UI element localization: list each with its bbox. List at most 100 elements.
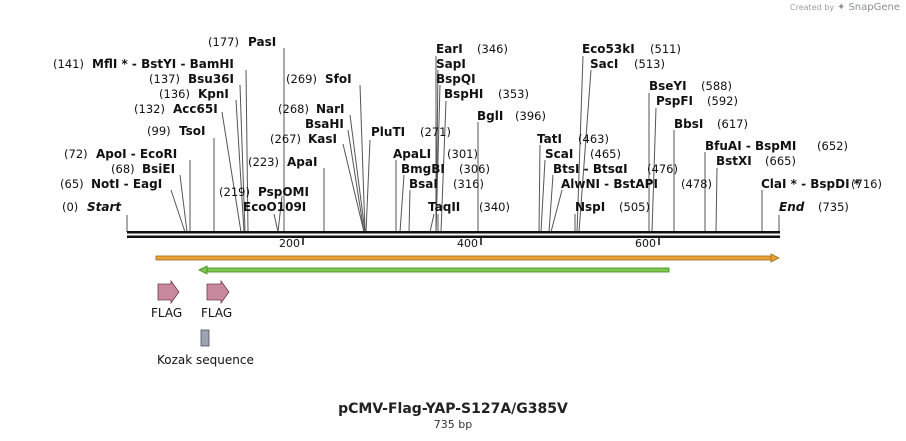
cut-line-scai xyxy=(540,159,546,233)
end-position: (735) xyxy=(818,200,849,214)
enzyme-pasi[interactable]: PasI xyxy=(248,35,276,49)
enzyme-bsiei[interactable]: BsiEI xyxy=(142,162,175,176)
enzyme-eco53ki[interactable]: Eco53kI xyxy=(582,42,635,56)
enzyme-bfuai-bspmi[interactable]: BfuAI - BspMI xyxy=(705,139,796,153)
enzyme-pos-bbsi: (617) xyxy=(717,117,748,131)
cut-line-alwni xyxy=(550,189,563,233)
enzyme-bmgbi[interactable]: BmgBI xyxy=(401,162,445,176)
cut-line-pspfi xyxy=(651,107,657,233)
cut-line-acc65i xyxy=(221,111,242,233)
flag-arrow-icon xyxy=(157,279,180,305)
enzyme-bbsi[interactable]: BbsI xyxy=(674,117,703,131)
cut-line-ecoo109i xyxy=(273,213,279,233)
enzyme-bgli[interactable]: BglI xyxy=(477,109,503,123)
tick-label-400: 400 xyxy=(457,237,478,250)
enzyme-btsi[interactable]: BtsI - BtsαI xyxy=(553,162,628,176)
feature-green-bar[interactable] xyxy=(198,265,670,275)
enzyme-nari[interactable]: NarI xyxy=(316,102,345,116)
enzyme-nspi[interactable]: NspI xyxy=(575,200,605,214)
cut-line-sfoi xyxy=(359,84,366,233)
kozak-feature[interactable]: Kozak sequence xyxy=(157,329,254,367)
enzyme-apali[interactable]: ApaLI xyxy=(393,147,431,161)
enzyme-pos-bgli: (396) xyxy=(515,109,546,123)
enzyme-apai[interactable]: ApaI xyxy=(287,155,317,169)
enzyme-bsai[interactable]: BsaI xyxy=(409,177,438,191)
end-label: End xyxy=(779,200,805,214)
tick-label-200: 200 xyxy=(279,237,300,250)
cut-line-noti xyxy=(170,189,186,233)
enzyme-pluti[interactable]: PluTI xyxy=(371,125,405,139)
enzyme-labels: (177) PasI (141) MflI * - BstYI - BamHI … xyxy=(53,35,882,214)
enzyme-pos-apai: (223) xyxy=(248,155,279,169)
cut-line-kasi xyxy=(342,143,365,233)
enzyme-bstxi[interactable]: BstXI xyxy=(716,154,752,168)
snapgene-credit: Created by ✦ SnapGene xyxy=(790,2,900,13)
enzyme-pos-bsai: (316) xyxy=(453,177,484,191)
green-feature-arrow-icon xyxy=(198,265,208,275)
flag-feature-2[interactable]: FLAG xyxy=(201,279,232,320)
sequence-backbone-lower xyxy=(127,235,780,238)
enzyme-pos-nspi: (505) xyxy=(619,200,650,214)
enzyme-pos-saci: (513) xyxy=(634,57,665,71)
snapgene-logo-icon: ✦ xyxy=(837,2,846,13)
enzyme-pos-kpni: (136) xyxy=(159,87,190,101)
enzyme-sfoi[interactable]: SfoI xyxy=(325,72,352,86)
enzyme-eari[interactable]: EarI xyxy=(436,42,463,56)
plasmid-length: 735 bp xyxy=(433,418,473,431)
sequence-map[interactable]: 200 400 600 (0) Start End (735) (177) Pa… xyxy=(0,0,906,400)
enzyme-pos-clai: (716) xyxy=(851,177,882,191)
cut-site-lines xyxy=(126,48,780,233)
enzyme-bsphi[interactable]: BspHI xyxy=(444,87,483,101)
cut-line-saci xyxy=(578,69,592,233)
enzyme-pos-bsphi: (353) xyxy=(498,87,529,101)
enzyme-mfli-bstyi-bamhi[interactable]: MflI * - BstYI - BamHI xyxy=(92,57,234,71)
axis-ticks: 200 400 600 xyxy=(279,237,660,250)
credit-prefix: Created by xyxy=(790,3,835,12)
cut-line-bsiei xyxy=(179,174,188,233)
enzyme-noti-eagi[interactable]: NotI - EagI xyxy=(91,177,162,191)
enzyme-pos-eco53ki: (511) xyxy=(650,42,681,56)
sequence-backbone xyxy=(127,231,780,234)
enzyme-taqii[interactable]: TaqII xyxy=(428,200,460,214)
cut-line-tati xyxy=(538,144,541,233)
enzyme-saci[interactable]: SacI xyxy=(590,57,618,71)
enzyme-sapi[interactable]: SapI xyxy=(436,57,466,71)
enzyme-pos-acc65i: (132) xyxy=(134,102,165,116)
enzyme-tati[interactable]: TatI xyxy=(537,132,562,146)
enzyme-tsoi[interactable]: TsoI xyxy=(179,124,205,138)
plasmid-title: pCMV-Flag-YAP-S127A/G385V xyxy=(338,401,568,417)
cut-line-mfli xyxy=(245,69,249,233)
enzyme-acc65i[interactable]: Acc65I xyxy=(173,102,218,116)
cut-line-bmgbi xyxy=(399,174,405,233)
enzyme-pos-btsi: (476) xyxy=(647,162,678,176)
enzyme-ecoo109i[interactable]: EcoO109I xyxy=(243,200,306,214)
enzyme-pos-taqii: (340) xyxy=(479,200,510,214)
enzyme-bseyi[interactable]: BseYI xyxy=(649,79,687,93)
flag-arrow-icon xyxy=(206,279,230,305)
flag-label: FLAG xyxy=(201,306,232,320)
enzyme-bsu36i[interactable]: Bsu36I xyxy=(188,72,234,86)
kozak-label: Kozak sequence xyxy=(157,353,254,367)
enzyme-pos-bstxi: (665) xyxy=(765,154,796,168)
feature-orange-bar[interactable] xyxy=(155,253,780,263)
enzyme-kpni[interactable]: KpnI xyxy=(198,87,229,101)
enzyme-pspfi[interactable]: PspFI xyxy=(656,94,693,108)
cut-line-taqii xyxy=(429,213,435,233)
enzyme-scai[interactable]: ScaI xyxy=(545,147,573,161)
flag-feature-1[interactable]: FLAG xyxy=(151,279,182,320)
enzyme-pos-pasi: (177) xyxy=(208,35,239,49)
enzyme-pspomi[interactable]: PspOMI xyxy=(258,185,309,199)
enzyme-clai-bspdi[interactable]: ClaI * - BspDI * xyxy=(761,177,861,191)
enzyme-pos-bsiei: (68) xyxy=(111,162,135,176)
cut-line-bsahi xyxy=(347,129,365,233)
enzyme-alwni-bstapi[interactable]: AlwNI - BstAPI xyxy=(561,177,658,191)
enzyme-pos-bsu36i: (137) xyxy=(149,72,180,86)
enzyme-bsahi[interactable]: BsaHI xyxy=(305,117,344,131)
enzyme-bspqi[interactable]: BspQI xyxy=(436,72,476,86)
enzyme-pos-apoi: (72) xyxy=(64,147,88,161)
enzyme-pos-pspomi: (219) xyxy=(219,185,250,199)
enzyme-apoi-ecori[interactable]: ApoI - EcoRI xyxy=(96,147,177,161)
enzyme-pos-bseyi: (588) xyxy=(701,79,732,93)
green-feature-body xyxy=(205,267,670,273)
enzyme-kasi[interactable]: KasI xyxy=(308,132,337,146)
